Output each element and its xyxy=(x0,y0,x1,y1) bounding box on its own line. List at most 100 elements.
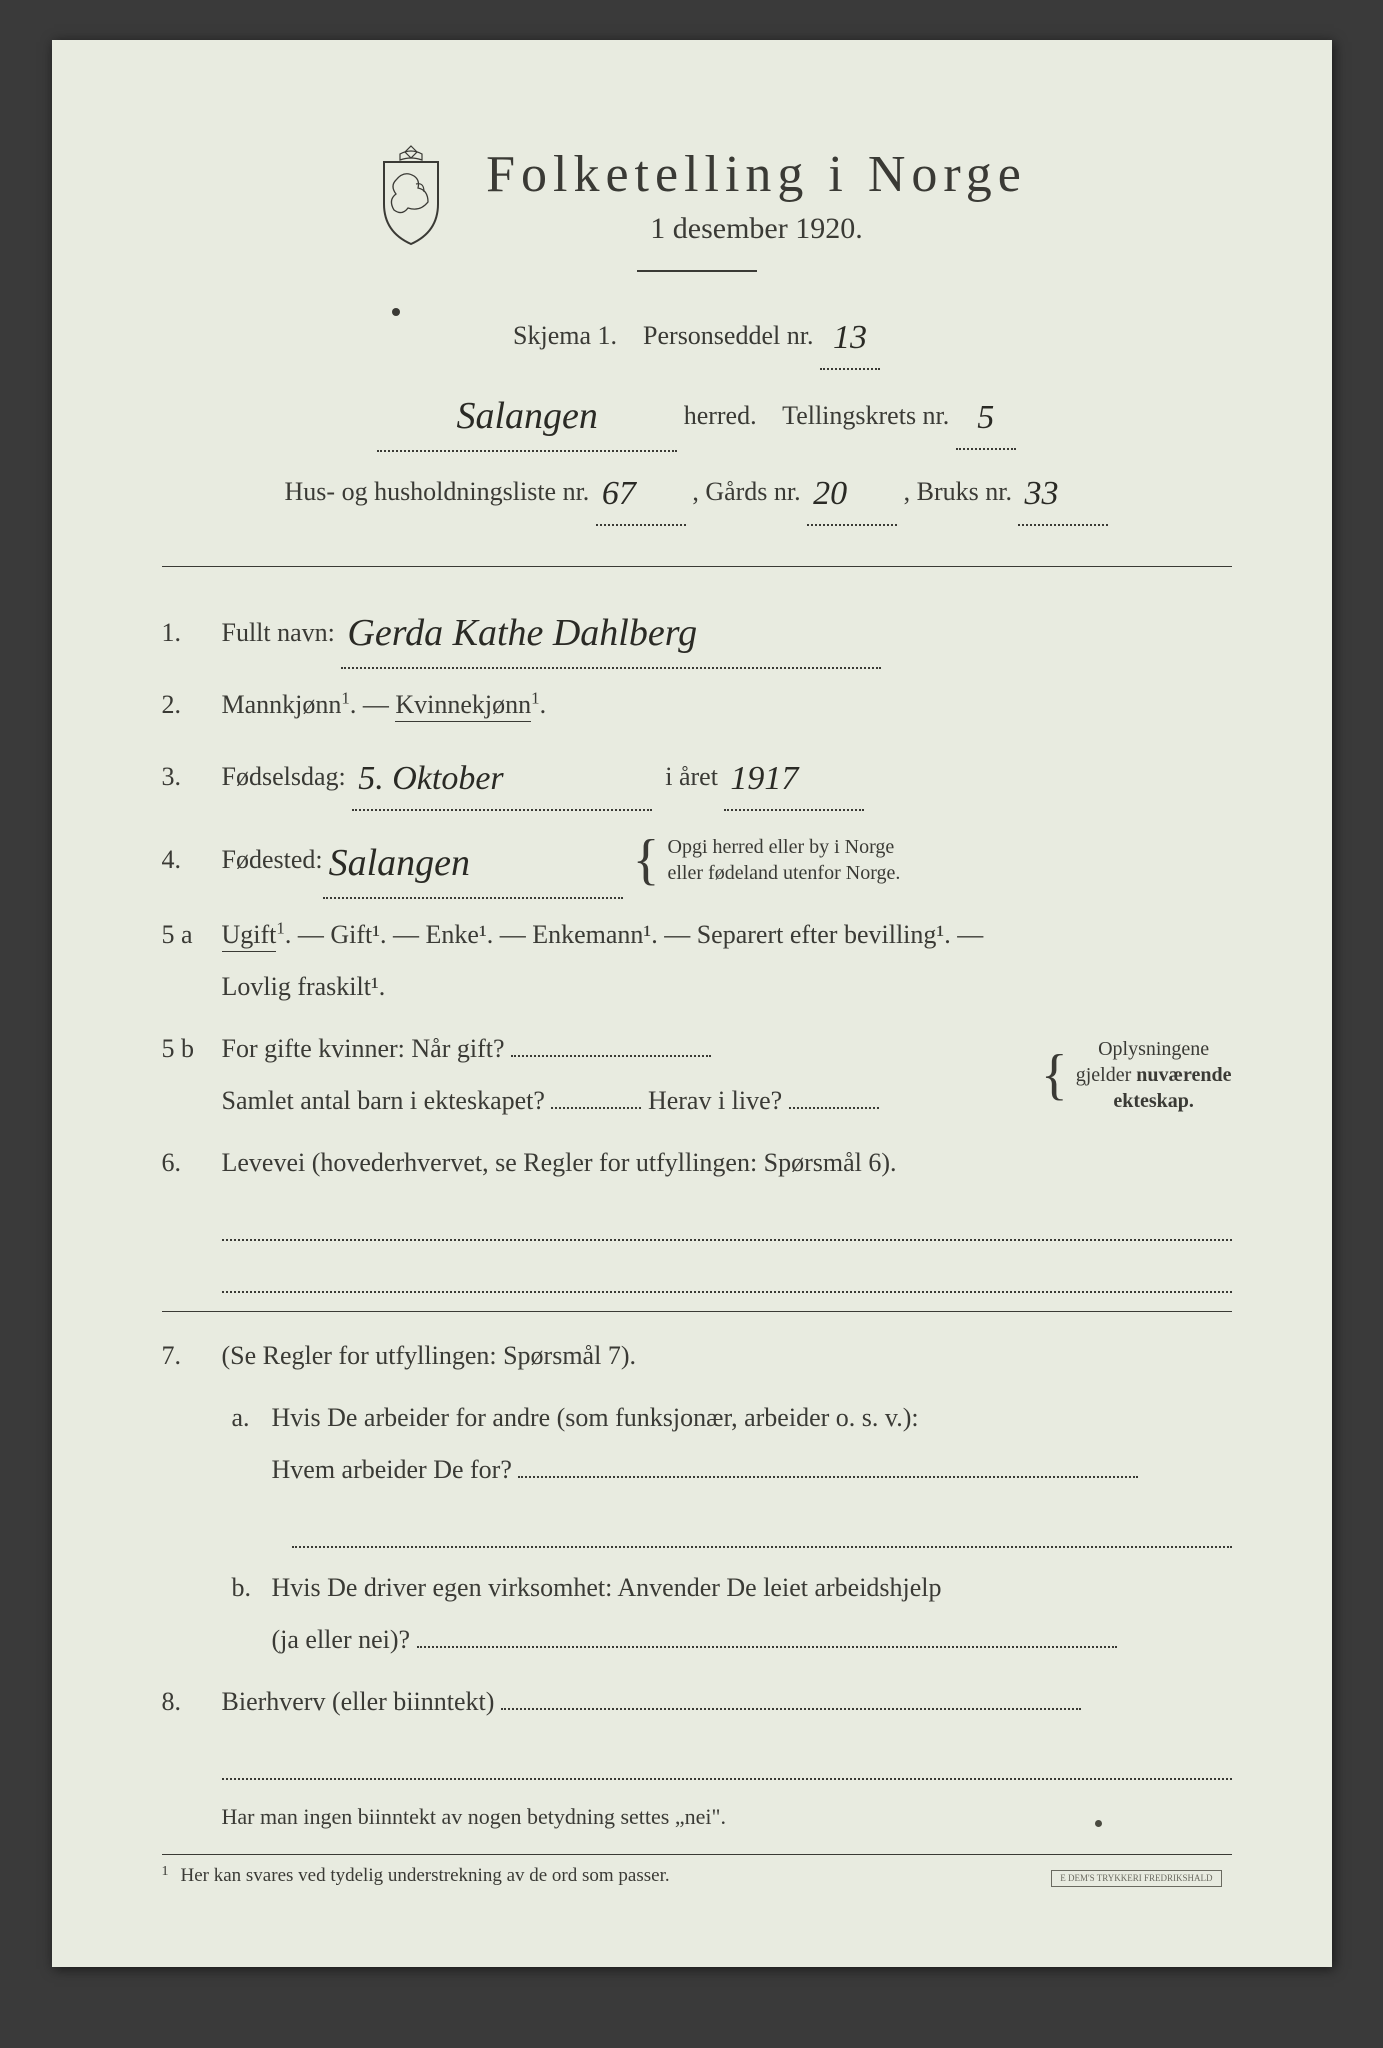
q1-field: Gerda Kathe Dahlberg xyxy=(341,591,881,669)
bruk-nr-field: 33 xyxy=(1018,456,1108,526)
q7b-label1: Hvis De driver egen virksomhet: Anvender… xyxy=(272,1573,942,1602)
bruk-label: , Bruks nr. xyxy=(904,477,1012,506)
q8-row: 8. Bierhverv (eller biinntekt) xyxy=(162,1676,1232,1728)
q2-row: 2. Mannkjønn1. — Kvinnekjønn1. xyxy=(162,679,1232,731)
q7-num: 7. xyxy=(162,1330,222,1382)
q7b-label2: (ja eller nei)? xyxy=(272,1625,411,1654)
q8-body: Bierhverv (eller biinntekt) xyxy=(222,1676,1232,1728)
person-nr-field: 13 xyxy=(820,300,880,370)
q5b-note1: Oplysningene xyxy=(1098,1038,1209,1060)
q1-label: Fullt navn: xyxy=(222,618,335,647)
herred-line: Salangen herred. Tellingskrets nr. 5 xyxy=(377,374,1016,452)
q5a-body: Ugift1. — Gift¹. — Enke¹. — Enkemann¹. —… xyxy=(222,909,1232,1013)
q7a-label1: Hvis De arbeider for andre (som funksjon… xyxy=(272,1403,919,1432)
q5b-row: 5 b For gifte kvinner: Når gift? Samlet … xyxy=(162,1023,1232,1127)
q6-num: 6. xyxy=(162,1137,222,1189)
person-label: Personseddel nr. xyxy=(643,321,813,350)
questions-section: 1. Fullt navn: Gerda Kathe Dahlberg 2. M… xyxy=(162,566,1232,1887)
q5a-row: 5 a Ugift1. — Gift¹. — Enke¹. — Enkemann… xyxy=(162,909,1232,1013)
q6-label: Levevei (hovederhvervet, se Regler for u… xyxy=(222,1148,897,1177)
q7a-row: a. Hvis De arbeider for andre (som funks… xyxy=(222,1392,1232,1496)
title-rule xyxy=(637,270,757,272)
q7a-label2: Hvem arbeider De for? xyxy=(272,1455,512,1484)
q5b-body: For gifte kvinner: Når gift? Samlet anta… xyxy=(222,1023,1232,1127)
q3-day-value: 5. Oktober xyxy=(358,760,503,797)
q5b-note-text: Oplysningene gjelder nuværende ekteskap. xyxy=(1076,1036,1232,1114)
q5b-note2: gjelder xyxy=(1076,1064,1137,1086)
footnote-marker: 1 xyxy=(162,1864,169,1880)
q1-row: 1. Fullt navn: Gerda Kathe Dahlberg xyxy=(162,591,1232,669)
q5a-rest: . — Gift¹. — Enke¹. — Enkemann¹. — Separ… xyxy=(285,920,983,949)
brace-icon-2: { xyxy=(1041,1061,1068,1089)
main-title: Folketelling i Norge xyxy=(486,145,1027,204)
brace-icon: { xyxy=(633,846,660,874)
q6-body: Levevei (hovederhvervet, se Regler for u… xyxy=(222,1137,1232,1189)
q7a-field xyxy=(518,1476,1138,1478)
q7-body: (Se Regler for utfyllingen: Spørsmål 7). xyxy=(222,1330,1232,1382)
q4-note-line2: eller fødeland utenfor Norge. xyxy=(668,862,901,884)
hus-line: Hus- og husholdningsliste nr. 67 , Gårds… xyxy=(285,456,1109,526)
q5b-label1: For gifte kvinner: Når gift? xyxy=(222,1034,505,1063)
q4-value: Salangen xyxy=(329,842,470,884)
printer-mark: E DEM'S TRYKKERI FREDRIKSHALD xyxy=(1051,1870,1221,1887)
title-row: Folketelling i Norge 1 desember 1920. xyxy=(162,140,1232,250)
q3-row: 3. Fødselsdag: 5. Oktober i året 1917 xyxy=(162,741,1232,811)
person-nr-value: 13 xyxy=(833,319,867,356)
gard-label: , Gårds nr. xyxy=(692,477,800,506)
coat-of-arms-icon xyxy=(366,140,456,250)
q5b-num: 5 b xyxy=(162,1023,222,1075)
herred-label: herred. xyxy=(684,401,757,430)
q5b-note2b: nuværende xyxy=(1136,1064,1231,1086)
q4-body: Fødested: Salangen { Opgi herred eller b… xyxy=(222,821,1232,899)
q5b-label3: Herav i live? xyxy=(648,1086,782,1115)
q7a-body: Hvis De arbeider for andre (som funksjon… xyxy=(272,1392,1232,1496)
ink-speck xyxy=(1095,1820,1102,1827)
bruk-nr-value: 33 xyxy=(1024,475,1058,512)
q3-label: Fødselsdag: xyxy=(222,762,346,791)
q5a-num: 5 a xyxy=(162,909,222,961)
q5b-barn-field xyxy=(551,1107,641,1109)
hus-label: Hus- og husholdningsliste nr. xyxy=(285,477,590,506)
q7a-num: a. xyxy=(222,1392,272,1444)
q8-num: 8. xyxy=(162,1676,222,1728)
ink-dot xyxy=(392,308,400,316)
q8-label: Bierhverv (eller biinntekt) xyxy=(222,1687,495,1716)
q1-value: Gerda Kathe Dahlberg xyxy=(347,612,697,654)
footnote-text: Her kan svares ved tydelig understreknin… xyxy=(181,1865,670,1887)
q3-year-label: i året xyxy=(665,762,718,791)
q4-note: { Opgi herred eller by i Norge eller fød… xyxy=(633,834,901,886)
q1-body: Fullt navn: Gerda Kathe Dahlberg xyxy=(222,591,1232,669)
krets-label: Tellingskrets nr. xyxy=(782,401,949,430)
section-sep xyxy=(162,1311,1232,1312)
q6-blank2 xyxy=(222,1255,1232,1293)
q3-year-field: 1917 xyxy=(724,741,864,811)
q8-blank xyxy=(222,1742,1232,1780)
form-header: Folketelling i Norge 1 desember 1920. Sk… xyxy=(162,140,1232,526)
q3-num: 3. xyxy=(162,751,222,803)
hus-nr-value: 67 xyxy=(602,475,636,512)
q5b-live-field xyxy=(789,1107,879,1109)
q5a-ugift-selected: Ugift xyxy=(222,920,277,952)
q4-label: Fødested: xyxy=(222,834,323,886)
q2-male: Mannkjønn xyxy=(222,690,342,719)
q6-blank1 xyxy=(222,1203,1232,1241)
q2-body: Mannkjønn1. — Kvinnekjønn1. xyxy=(222,679,1232,731)
q3-day-field: 5. Oktober xyxy=(352,741,652,811)
herred-name-field: Salangen xyxy=(377,374,677,452)
q8-field xyxy=(501,1708,1081,1710)
q3-year-value: 1917 xyxy=(730,760,798,797)
q3-body: Fødselsdag: 5. Oktober i året 1917 xyxy=(222,741,1232,811)
gard-nr-field: 20 xyxy=(807,456,897,526)
q7b-body: Hvis De driver egen virksomhet: Anvender… xyxy=(272,1562,1232,1666)
q7b-row: b. Hvis De driver egen virksomhet: Anven… xyxy=(222,1562,1232,1666)
herred-name-value: Salangen xyxy=(456,395,597,437)
census-form-page: Folketelling i Norge 1 desember 1920. Sk… xyxy=(52,40,1332,1967)
q4-num: 4. xyxy=(162,834,222,886)
q2-num: 2. xyxy=(162,679,222,731)
q4-field: Salangen xyxy=(323,821,623,899)
q7-label: (Se Regler for utfyllingen: Spørsmål 7). xyxy=(222,1341,636,1370)
gard-nr-value: 20 xyxy=(813,475,847,512)
q7b-field xyxy=(417,1646,1117,1648)
q2-dash: — xyxy=(363,690,396,719)
q2-female-selected: Kvinnekjønn xyxy=(395,690,531,722)
